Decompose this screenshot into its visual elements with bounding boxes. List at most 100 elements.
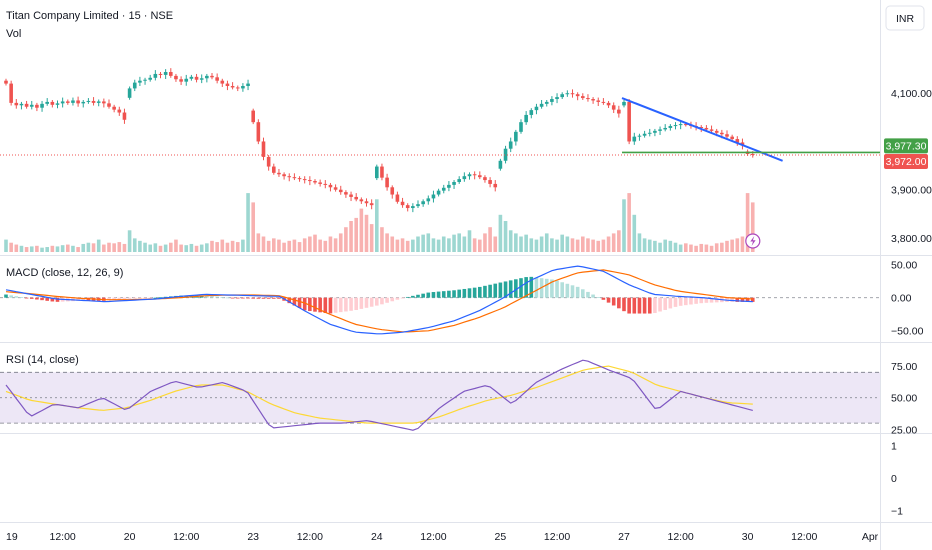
candle <box>96 101 101 103</box>
macd-histogram-bar <box>14 296 19 298</box>
volume-bar <box>478 239 482 252</box>
candle <box>720 132 724 135</box>
macd-histogram-bar <box>493 283 498 298</box>
volume-bar <box>220 239 225 252</box>
volume-bar <box>225 242 230 252</box>
macd-histogram-bar <box>508 280 513 298</box>
macd-histogram-bar <box>704 297 709 303</box>
volume-bar <box>364 214 369 252</box>
price-axis[interactable]: 4,100.00 3,900.00 3,800.00 50.00 0.00 −50.00 7… <box>891 88 932 517</box>
macd-histogram-bar <box>50 297 55 302</box>
candle <box>256 122 261 142</box>
candle <box>725 134 729 137</box>
volume-bar <box>359 208 364 252</box>
drawings[interactable] <box>0 97 880 162</box>
candle <box>127 88 132 98</box>
macd-histogram-bar <box>529 276 534 298</box>
volume-bar <box>282 242 286 252</box>
price-axis-label: 3,900.00 <box>891 185 932 197</box>
volume-bar <box>71 245 75 252</box>
volume-bar <box>163 244 168 252</box>
time-axis-label: 12:00 <box>50 531 76 543</box>
macd-histogram-bar <box>627 297 631 314</box>
candle <box>457 179 461 182</box>
macd-histogram-bar <box>714 297 719 303</box>
volume-bar <box>750 202 755 252</box>
volume-bar <box>730 239 734 252</box>
last-price-badge: 3,972.00 <box>884 153 928 169</box>
candle <box>539 103 544 107</box>
volume-bar <box>127 230 132 252</box>
volume-bar <box>694 245 698 252</box>
macd-histogram-bar <box>653 297 657 314</box>
candle <box>575 94 580 97</box>
candle <box>333 187 338 190</box>
time-axis-label: 12:00 <box>297 531 323 543</box>
volume-bar <box>179 244 183 252</box>
candle <box>436 190 441 195</box>
candle <box>416 204 420 207</box>
macd-histogram-bar <box>225 297 230 299</box>
macd-histogram-bar <box>606 297 611 303</box>
volume-label[interactable]: Vol <box>6 28 21 40</box>
time-axis-label: 12:00 <box>668 531 694 543</box>
macd-histogram-bar <box>251 297 255 299</box>
candle <box>364 201 369 204</box>
macd-histogram-bar <box>199 295 204 298</box>
macd-axis-label: 50.00 <box>891 260 917 272</box>
volume-bar <box>637 233 642 252</box>
macd-label[interactable]: MACD (close, 12, 26, 9) <box>6 267 123 279</box>
candle <box>117 109 122 113</box>
volume-bar <box>467 230 472 252</box>
macd-histogram-bar <box>9 295 13 298</box>
support-price-badge: 3,977.30 <box>884 138 928 154</box>
volume-bar <box>297 242 302 252</box>
candle <box>272 166 276 173</box>
macd-histogram-bar <box>411 295 415 298</box>
volume-bar <box>169 242 173 252</box>
candle <box>493 183 498 188</box>
volume-bar <box>524 234 528 252</box>
volume-bar <box>508 230 513 252</box>
volume-bar <box>9 242 13 252</box>
volume-bar <box>24 247 29 252</box>
macd-histogram-bar <box>272 297 276 299</box>
macd-histogram-bar <box>127 297 132 299</box>
time-axis[interactable]: 19 12:00 20 12:00 23 12:00 24 12:00 25 12:00 27 12:… <box>6 531 879 543</box>
candle <box>714 130 719 133</box>
volume-bar <box>436 239 441 252</box>
candle <box>40 103 44 108</box>
currency-button[interactable]: INR <box>885 5 925 31</box>
volume-bar <box>50 245 55 252</box>
volume-bar <box>344 227 348 252</box>
rsi-label[interactable]: RSI (14, close) <box>6 354 79 366</box>
macd-histogram-bar <box>138 297 142 299</box>
volume-bar <box>86 242 91 252</box>
volume-bar <box>745 193 750 252</box>
macd-histogram-bar <box>55 297 60 302</box>
chart-title[interactable]: Titan Company Limited · 15 · NSE <box>6 10 173 22</box>
macd-signal-line <box>5 269 753 333</box>
volume-bar <box>622 199 626 252</box>
volume-bar <box>684 243 688 252</box>
volume-bar <box>380 227 384 252</box>
candle <box>287 176 292 178</box>
volume-bar <box>498 214 503 252</box>
macd-histogram-bar <box>421 293 425 298</box>
candle <box>452 181 456 185</box>
candle <box>570 93 575 95</box>
volume-bar <box>102 244 106 252</box>
macd-histogram-bar <box>380 297 384 305</box>
macd-histogram-bar <box>117 297 122 300</box>
volume-bar <box>529 238 534 252</box>
volume-bar <box>184 245 189 252</box>
lightning-icon[interactable] <box>745 233 761 249</box>
candle <box>66 101 70 103</box>
candle <box>354 196 358 200</box>
candle <box>318 182 322 184</box>
macd-histogram-bar <box>550 279 554 298</box>
candle <box>400 201 405 206</box>
volume-bar <box>55 246 60 252</box>
